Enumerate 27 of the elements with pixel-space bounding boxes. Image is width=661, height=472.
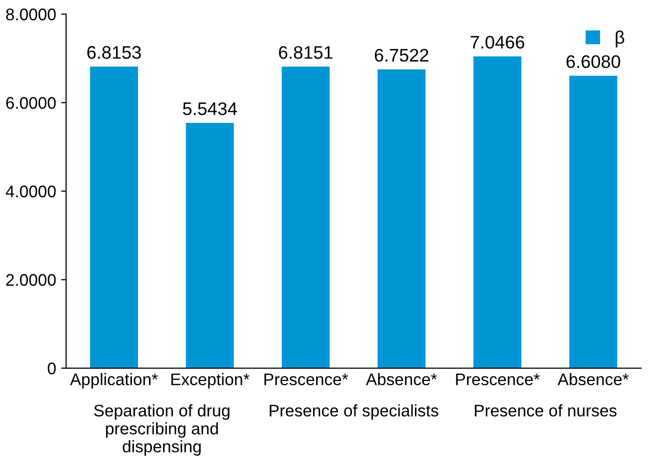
data-label: 7.0466 [470, 36, 524, 49]
x-tick-label: Exception* [171, 373, 250, 389]
x-tick-label: Prescence* [456, 374, 540, 386]
x-tick-label: Prescence* [264, 374, 348, 386]
data-label: 6.8151 [279, 46, 332, 59]
text: Separation of drug prescribing and dispensing [94, 404, 230, 456]
y-tick-label: 8.0000 [6, 8, 56, 20]
text: Presence of specialists [270, 404, 438, 420]
x-tick-label: Absence* [558, 373, 629, 386]
legend-label: β [616, 30, 624, 48]
x-tick-label: Absence* [366, 373, 437, 386]
bar [186, 122, 234, 368]
bar [569, 76, 618, 368]
y-tick-label: 4.0000 [6, 186, 56, 198]
text: Presence of nurses [474, 404, 617, 417]
bar [90, 66, 138, 368]
y-tick-label: 2.0000 [6, 274, 56, 286]
x-tick-label: Application* [70, 373, 158, 389]
bar [378, 69, 426, 368]
data-label: 6.6080 [566, 55, 620, 68]
bar [473, 56, 522, 368]
data-label: 6.7522 [374, 48, 428, 62]
y-tick-label: 6.0000 [6, 97, 56, 109]
data-label: 6.8153 [87, 46, 141, 59]
data-label: 5.5434 [182, 102, 237, 116]
bar [282, 66, 330, 368]
y-tick-label: 0 [48, 362, 56, 374]
